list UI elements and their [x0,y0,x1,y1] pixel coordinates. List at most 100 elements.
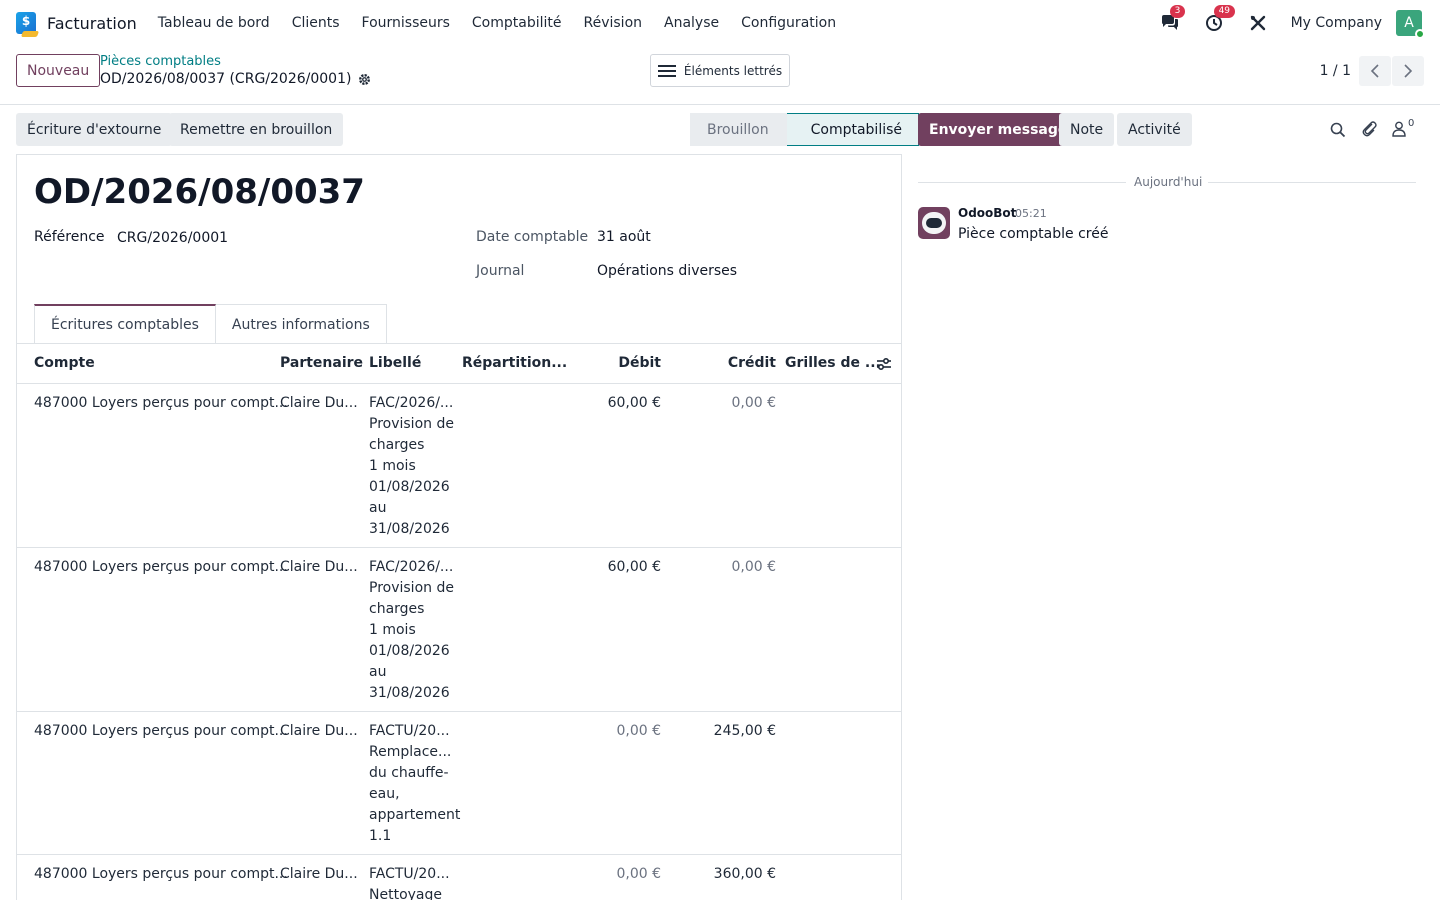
messaging-menu[interactable]: 3 [1159,5,1186,34]
journal-value[interactable]: Opérations diverses [597,263,738,279]
reference-label: Référence [34,229,105,245]
messages-badge: 3 [1169,5,1186,18]
reconciled-items-label: Éléments lettrés [683,63,783,78]
pager-previous-button[interactable] [1359,56,1391,86]
table-row[interactable]: 487000 Loyers perçus pour compt... Clair… [17,855,901,900]
control-panel: Nouveau Pièces comptables OD/2026/08/003… [0,46,1440,105]
followers-icon[interactable] [1392,121,1406,137]
row-credit: 245,00 € [713,723,776,739]
avatar-letter: A [1404,15,1414,31]
message-author[interactable]: OdooBot [958,206,1017,220]
row-label: FACTU/20... Remplace... du chauffe-eau, app… [369,723,461,844]
menu-item-vendors[interactable]: Fournisseurs [361,15,450,31]
menu-item-customers[interactable]: Clients [291,15,340,31]
date-separator-left [918,182,1126,183]
new-button[interactable]: Nouveau [16,54,101,87]
chat-icon [1161,15,1178,30]
paperclip-icon[interactable] [1361,120,1377,138]
message-body: Pièce comptable créé [958,226,1109,242]
row-account: 487000 Loyers perçus pour compt... [34,866,288,882]
menu-item-configuration[interactable]: Configuration [741,15,837,31]
row-label: FAC/2026/... Provision de charges 1 mois 01/… [369,559,454,701]
company-switcher[interactable]: My Company [1290,15,1382,31]
tab-other-info[interactable]: Autres informations [215,304,387,344]
row-account: 487000 Loyers perçus pour compt... [34,723,288,739]
reconciled-items-button[interactable]: Éléments lettrés [650,54,790,87]
chevron-left-icon [1370,64,1379,78]
reset-to-draft-button[interactable]: Remettre en brouillon [169,113,344,146]
row-credit: 0,00 € [731,559,776,575]
table-row[interactable]: 487000 Loyers perçus pour compt... Clair… [17,548,901,712]
reference-value[interactable]: CRG/2026/0001 [117,230,229,246]
row-account: 487000 Loyers perçus pour compt... [34,559,288,575]
row-credit: 0,00 € [731,395,776,411]
row-label: FAC/2026/... Provision de charges 1 mois 01/… [369,395,454,537]
tabs-divider [17,343,901,344]
status-draft[interactable]: Brouillon [690,113,787,146]
gear-icon[interactable] [358,73,371,86]
status-bar: Brouillon Comptabilisé [690,113,920,146]
row-account: 487000 Loyers perçus pour compt... [34,395,288,411]
row-credit: 360,00 € [713,866,776,882]
search-icon[interactable] [1330,122,1346,138]
list-icon [657,64,676,77]
column-analytic-distribution[interactable]: Répartition... [462,355,568,371]
menu-item-review[interactable]: Révision [583,15,643,31]
column-account[interactable]: Compte [34,355,95,371]
row-partner: Claire Du... [280,866,358,882]
breadcrumb-parent-link[interactable]: Pièces comptables [100,54,221,69]
row-partner: Claire Du... [280,395,358,411]
schedule-activity-button[interactable]: Activité [1117,113,1192,146]
user-avatar[interactable]: A [1396,10,1425,39]
odoobot-avatar[interactable] [918,207,950,239]
table-row[interactable]: 487000 Loyers perçus pour compt... Clair… [17,384,901,548]
message-time: 05:21 [1015,207,1047,220]
log-note-button[interactable]: Note [1059,113,1115,146]
row-debit: 0,00 € [616,866,661,882]
tab-journal-items[interactable]: Écritures comptables [34,304,216,344]
app-logo-icon[interactable]: $ [16,12,36,34]
online-status-dot [1415,29,1425,39]
menu-item-reporting[interactable]: Analyse [664,15,720,31]
app-name[interactable]: Facturation [47,13,137,33]
row-partner: Claire Du... [280,723,358,739]
send-message-button[interactable]: Envoyer message [918,113,1079,146]
reverse-entry-button[interactable]: Écriture d'extourne [16,113,173,146]
row-label: FACTU/20... Nettoyage [369,866,450,900]
column-label[interactable]: Libellé [369,355,422,371]
main-menu: Tableau de bord Clients Fournisseurs Com… [158,15,836,31]
row-debit: 0,00 € [616,723,661,739]
document-title: OD/2026/08/0037 [34,172,365,212]
clock-icon [1205,15,1222,31]
date-value[interactable]: 31 août [597,229,651,245]
form-sheet: OD/2026/08/0037 Référence CRG/2026/0001 … [16,154,902,900]
breadcrumb-current: OD/2026/08/0037 (CRG/2026/0001) [100,71,371,87]
table-header: Compte Partenaire Libellé Répartition...… [17,344,901,384]
pager-value[interactable]: 1 / 1 [1319,63,1351,79]
date-separator-right [1208,182,1416,183]
status-posted[interactable]: Comptabilisé [786,113,920,146]
column-settings-icon[interactable] [876,357,892,371]
pager-next-button[interactable] [1392,56,1424,86]
row-partner: Claire Du... [280,559,358,575]
journal-label: Journal [476,263,525,279]
tools-icon [1250,15,1265,31]
row-debit: 60,00 € [607,395,661,411]
date-separator-label: Aujourd'hui [1134,175,1203,189]
column-partner[interactable]: Partenaire [280,355,364,371]
table-row[interactable]: 487000 Loyers perçus pour compt... Clair… [17,712,901,855]
debug-tools-button[interactable] [1247,12,1269,34]
activities-badge: 49 [1213,5,1236,18]
menu-item-accounting[interactable]: Comptabilité [471,15,562,31]
navbar-systray: 3 49 My Company A [1159,0,1425,46]
column-tax-grids[interactable]: Grilles de ... [785,355,881,371]
main-navbar: $ Facturation Tableau de bord Clients Fo… [0,0,1440,46]
activity-menu[interactable]: 49 [1203,5,1236,34]
column-credit[interactable]: Crédit [727,355,776,371]
robot-icon [922,212,946,234]
chevron-right-icon [1404,64,1413,78]
column-debit[interactable]: Débit [618,355,661,371]
menu-item-dashboard[interactable]: Tableau de bord [157,15,270,31]
row-debit: 60,00 € [607,559,661,575]
form-tabs: Écritures comptables Autres informations [34,304,387,344]
